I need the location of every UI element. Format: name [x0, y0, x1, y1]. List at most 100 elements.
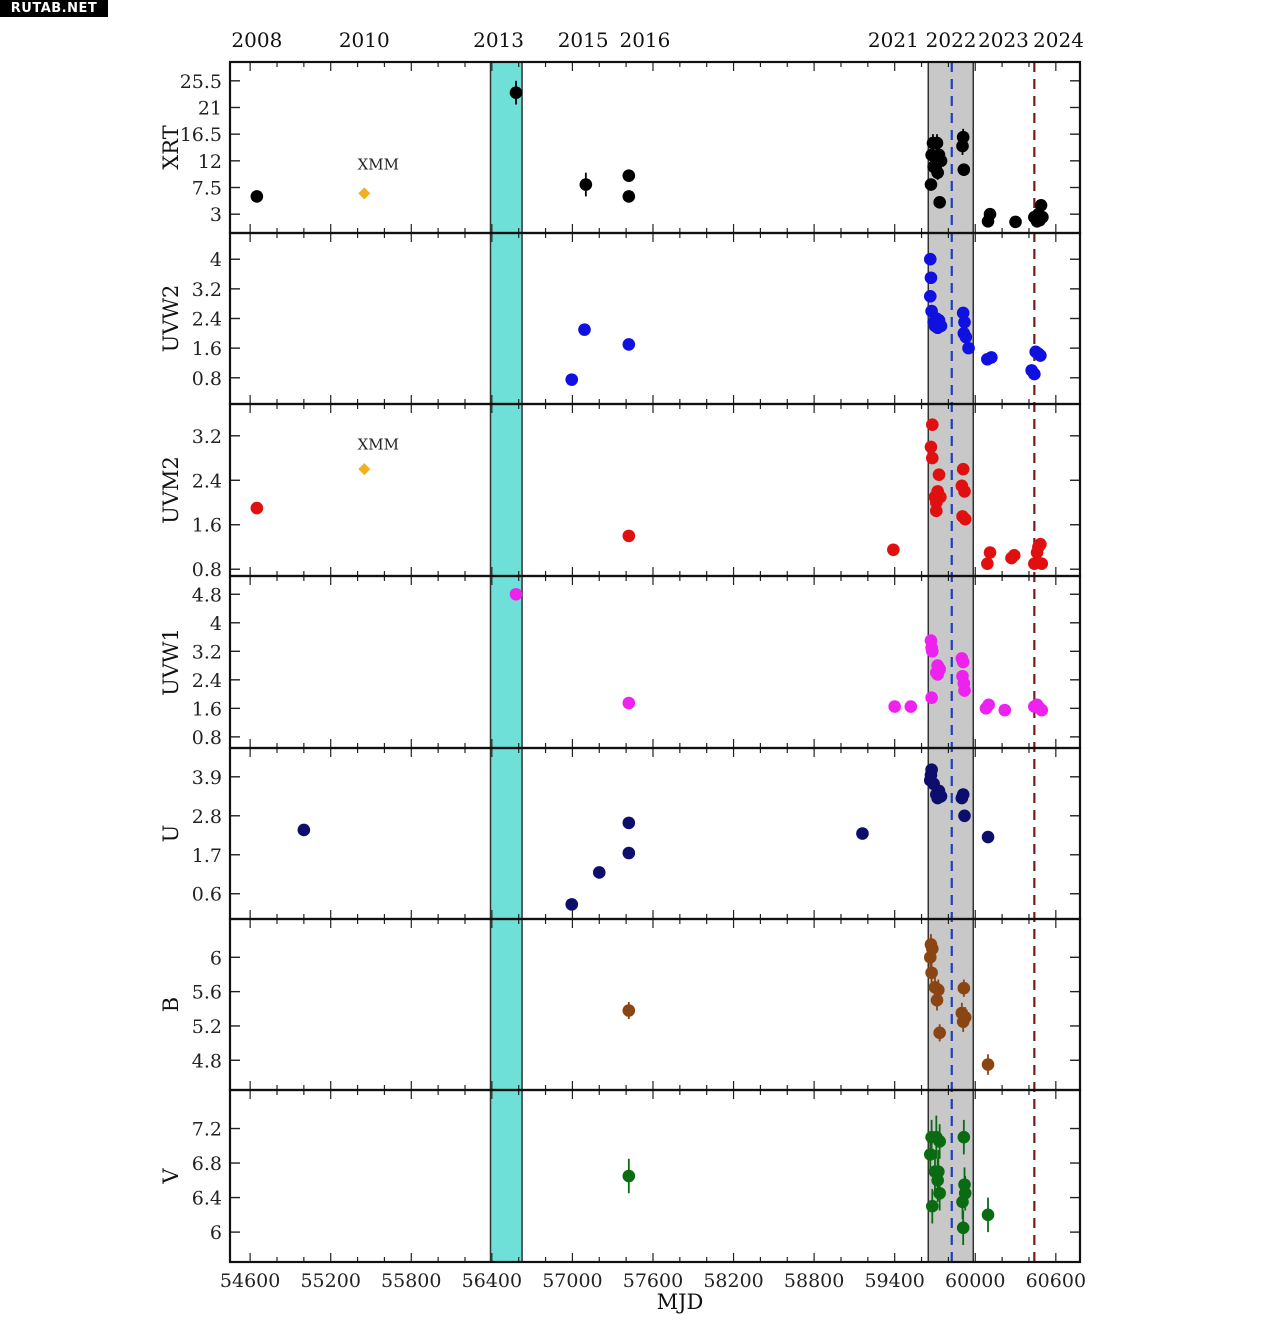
data-point [622, 338, 636, 351]
panel-label-v: V [159, 1168, 183, 1185]
year-label: 2008 [231, 28, 282, 52]
data-point [981, 557, 994, 570]
data-point [1034, 198, 1048, 212]
data-point [509, 86, 523, 99]
data-point [1036, 210, 1049, 224]
x-tick-label: 60600 [1026, 1270, 1086, 1292]
data-point [958, 1186, 972, 1200]
panel-label-xrt: XRT [159, 125, 183, 169]
y-tick-label: 16.5 [180, 124, 222, 146]
data-point [931, 668, 944, 681]
data-point [930, 136, 944, 150]
y-tick-label: 3 [210, 204, 222, 226]
y-tick-label: 0.8 [192, 368, 222, 390]
data-point [958, 1011, 972, 1024]
y-tick-label: 1.6 [192, 698, 222, 720]
year-label: 2016 [619, 28, 670, 52]
data-point [622, 169, 636, 182]
data-point [592, 866, 606, 879]
data-point [983, 546, 997, 559]
data-point [924, 440, 938, 454]
data-point [933, 1135, 946, 1148]
y-tick-label: 5.2 [192, 1016, 222, 1038]
data-point [933, 196, 946, 209]
data-point [934, 319, 948, 333]
data-point [925, 1199, 939, 1213]
data-point [250, 501, 264, 515]
data-point [998, 703, 1012, 717]
y-tick-label: 0.8 [192, 727, 222, 749]
data-point [509, 587, 523, 601]
data-point [622, 696, 636, 710]
x-tick-label: 54600 [220, 1270, 280, 1292]
data-point [924, 178, 938, 191]
data-point [925, 966, 938, 980]
data-point [925, 763, 938, 777]
data-point [1035, 557, 1049, 570]
data-point [956, 130, 970, 144]
data-point [925, 645, 939, 658]
data-point [925, 418, 939, 431]
data-point [930, 993, 944, 1007]
x-tick-label: 60000 [945, 1270, 1005, 1292]
panel-label-uvm2: UVM2 [159, 456, 183, 524]
data-point [622, 1004, 636, 1017]
x-tick-label: 55800 [381, 1270, 441, 1292]
x-axis-label: MJD [657, 1290, 704, 1314]
data-point [923, 1148, 937, 1161]
y-tick-label: 2.4 [192, 309, 222, 331]
data-point [957, 981, 971, 995]
y-tick-label: 2.8 [192, 806, 222, 828]
shaded-region-1 [489, 61, 523, 1263]
x-tick-label: 57000 [542, 1270, 602, 1292]
data-point [578, 323, 591, 336]
data-point [981, 830, 995, 844]
year-label: 2010 [339, 28, 390, 52]
data-point [565, 898, 579, 911]
data-point [933, 1026, 946, 1040]
data-point [923, 252, 937, 266]
data-point [934, 789, 948, 803]
data-point [957, 163, 971, 177]
year-label: 2015 [558, 28, 609, 52]
data-point [887, 543, 900, 557]
y-tick-label: 12 [198, 151, 222, 173]
y-tick-label: 25.5 [180, 71, 222, 93]
y-tick-label: 0.8 [192, 559, 222, 581]
y-tick-label: 4.8 [192, 1050, 222, 1072]
data-point [932, 468, 946, 482]
x-tick-label: 55200 [300, 1270, 360, 1292]
y-tick-label: 3.2 [192, 426, 222, 448]
y-tick-label: 4.8 [192, 584, 222, 606]
y-tick-label: 3.2 [192, 641, 222, 663]
data-point [957, 1130, 971, 1144]
year-label: 2024 [1033, 28, 1084, 52]
y-tick-label: 2.4 [192, 670, 222, 692]
data-point [1035, 703, 1049, 717]
year-label: 2013 [473, 28, 524, 52]
panel-uvw2: 0.8 1.6 2.4 3.2 4 UVW2 [159, 231, 1082, 406]
data-point [622, 529, 636, 543]
panel-uvm2: 0.8 1.6 2.4 3.2 UVM2 XMM [159, 402, 1082, 581]
xmm-diamond-point [358, 463, 371, 476]
data-point [297, 823, 311, 837]
y-tick-label: 4 [210, 249, 222, 271]
y-tick-label: 6.4 [192, 1188, 222, 1210]
data-point [565, 373, 579, 386]
data-point [925, 451, 939, 465]
y-tick-label: 4 [210, 613, 222, 635]
x-tick-label: 58200 [703, 1270, 763, 1292]
year-label: 2021 [868, 28, 919, 52]
data-point [930, 504, 943, 518]
data-point [1028, 367, 1041, 381]
annotation-label: XMM [358, 156, 399, 174]
y-tick-label: 7.2 [192, 1119, 222, 1141]
data-point [959, 330, 973, 344]
data-point [904, 700, 918, 713]
data-point [933, 1186, 946, 1200]
y-tick-label: 3.2 [192, 279, 222, 301]
data-point [925, 691, 938, 704]
y-tick-label: 5.6 [192, 982, 222, 1004]
year-label: 2022 [926, 28, 977, 52]
data-point [622, 190, 636, 203]
